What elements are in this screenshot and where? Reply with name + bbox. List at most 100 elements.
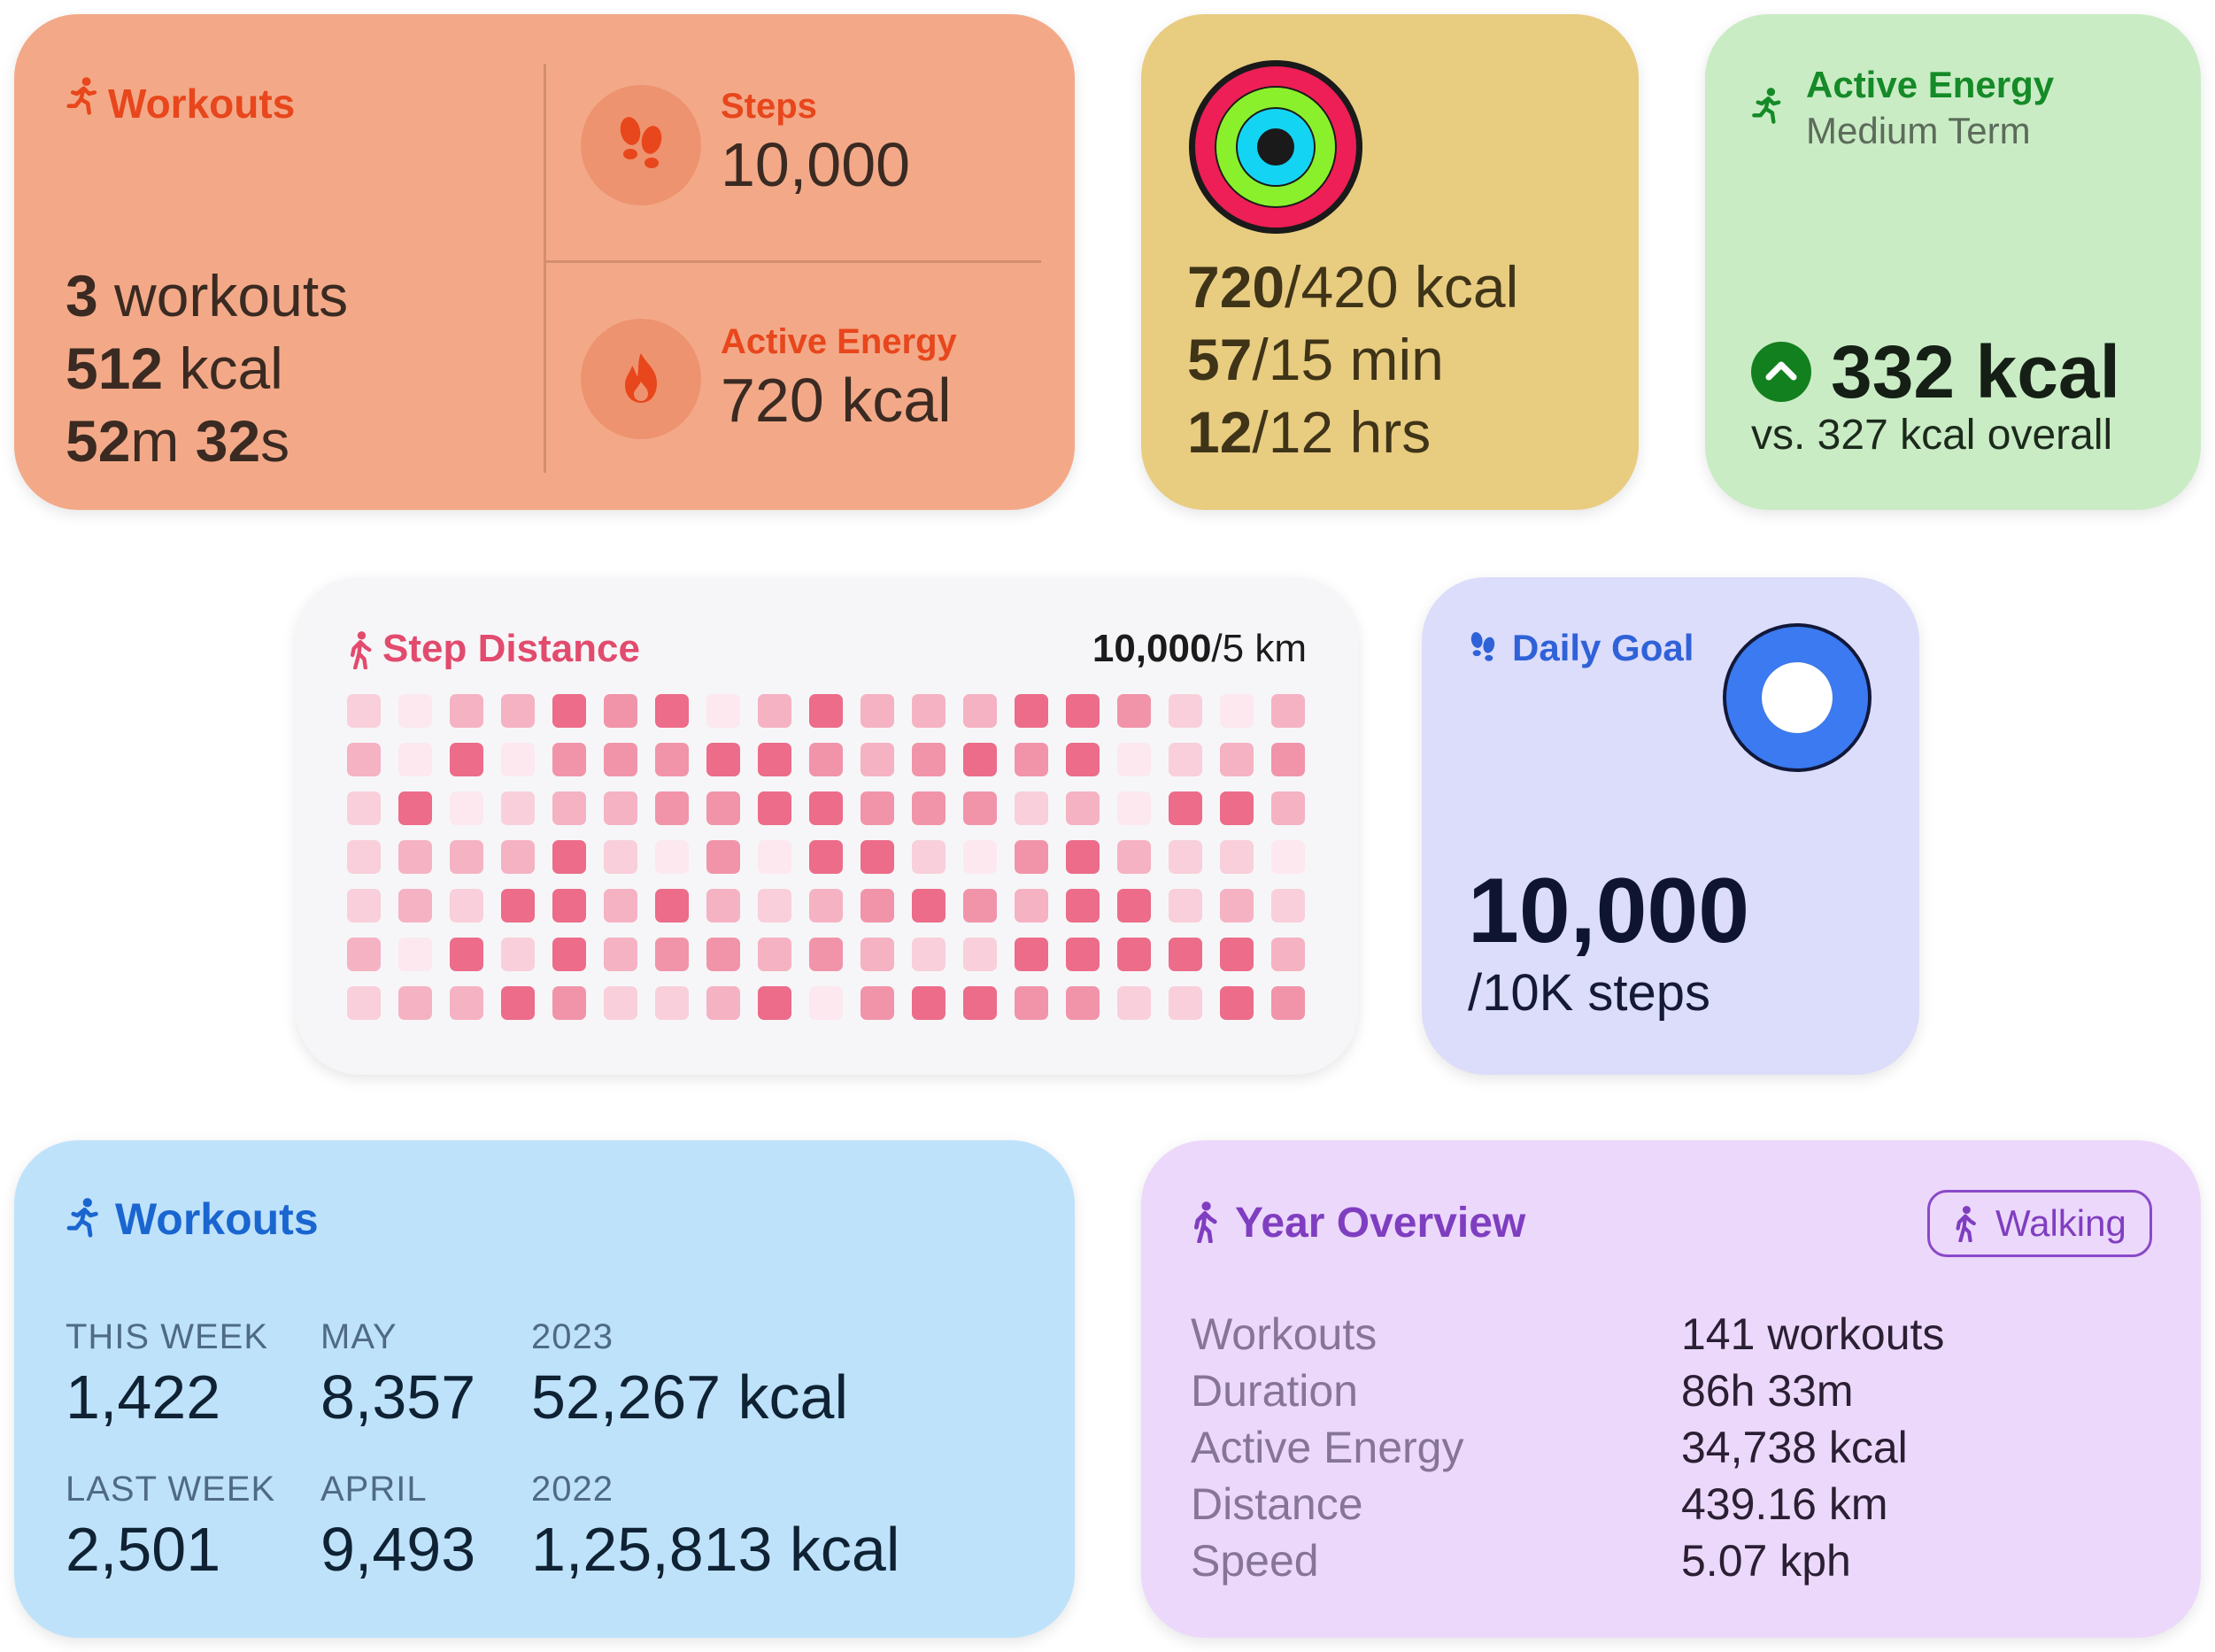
heatmap-cell	[655, 938, 689, 971]
heatmap-cell	[758, 791, 791, 825]
heatmap-cell	[347, 938, 381, 971]
heatmap-cell	[809, 986, 843, 1020]
workouts-summary-card[interactable]: Workouts 3 workouts 512 kcal 52m 32s Ste…	[14, 14, 1075, 510]
heatmap-cell	[1220, 791, 1254, 825]
period-label: THIS WEEK	[66, 1317, 269, 1356]
heatmap-cell	[1169, 938, 1202, 971]
heatmap-cell	[912, 791, 945, 825]
heatmap-cell	[809, 694, 843, 728]
running-icon	[66, 77, 97, 115]
heatmap-cell	[655, 889, 689, 922]
step-distance-card[interactable]: Step Distance 10,000/5 km	[296, 577, 1358, 1075]
heatmap-cell	[809, 889, 843, 922]
period-value: 1,25,813 kcal	[531, 1515, 900, 1584]
heatmap-cell	[758, 840, 791, 874]
overview-row-value: 5.07 kph	[1681, 1536, 1851, 1586]
period-label: 2022	[531, 1470, 614, 1509]
overview-row-label: Duration	[1191, 1366, 1358, 1416]
heatmap-cell	[501, 791, 535, 825]
step-heatmap	[347, 694, 1305, 1020]
overview-row-value: 86h 33m	[1681, 1366, 1854, 1416]
heatmap-cell	[963, 694, 997, 728]
stand-stat: 12/12 hrs	[1187, 399, 1432, 465]
heatmap-cell	[398, 840, 432, 874]
heatmap-cell	[1271, 743, 1305, 776]
heatmap-cell	[758, 694, 791, 728]
exercise-ring	[1216, 88, 1335, 206]
heatmap-cell	[1015, 889, 1048, 922]
heatmap-cell	[552, 743, 586, 776]
heatmap-cell	[501, 743, 535, 776]
heatmap-cell	[809, 743, 843, 776]
heatmap-cell	[706, 743, 740, 776]
period-value: 52,267 kcal	[531, 1363, 849, 1432]
heatmap-cell	[1271, 694, 1305, 728]
heatmap-cell	[501, 938, 535, 971]
workout-duration: 52m 32s	[66, 408, 290, 474]
heatmap-cell	[655, 986, 689, 1020]
heatmap-cell	[552, 840, 586, 874]
period-label: MAY	[320, 1317, 397, 1356]
period-label: APRIL	[320, 1470, 428, 1509]
running-icon	[66, 1198, 98, 1238]
period-value: 1,422	[66, 1363, 221, 1432]
heatmap-cell	[655, 840, 689, 874]
heatmap-cell	[347, 791, 381, 825]
heatmap-cell	[809, 840, 843, 874]
activity-filter-button[interactable]: Walking	[1927, 1190, 2152, 1257]
heatmap-cell	[604, 986, 637, 1020]
heatmap-cell	[501, 986, 535, 1020]
heatmap-cell	[347, 840, 381, 874]
heatmap-cell	[1117, 889, 1151, 922]
heatmap-cell	[758, 986, 791, 1020]
heatmap-cell	[912, 938, 945, 971]
heatmap-cell	[706, 840, 740, 874]
heatmap-cell	[1066, 986, 1100, 1020]
heatmap-cell	[398, 889, 432, 922]
heatmap-cell	[963, 938, 997, 971]
heatmap-cell	[1220, 840, 1254, 874]
heatmap-cell	[1117, 938, 1151, 971]
year-overview-card[interactable]: Year Overview Walking Workouts 141 worko…	[1141, 1140, 2201, 1638]
heatmap-cell	[1066, 889, 1100, 922]
heatmap-cell	[1117, 791, 1151, 825]
heatmap-cell	[1015, 694, 1048, 728]
card-title: Year Overview	[1235, 1200, 1526, 1247]
active-energy-trend-card[interactable]: Active Energy Medium Term 332 kcal vs. 3…	[1705, 14, 2201, 510]
overview-row-label: Workouts	[1191, 1309, 1378, 1359]
steps-icon-circle	[581, 85, 701, 205]
vertical-divider	[544, 64, 546, 473]
heatmap-cell	[604, 791, 637, 825]
heatmap-cell	[706, 791, 740, 825]
heatmap-cell	[1169, 743, 1202, 776]
daily-goal-card[interactable]: Daily Goal 10,000 /10K steps	[1422, 577, 1919, 1075]
overview-row-label: Speed	[1191, 1536, 1319, 1586]
activity-rings-card[interactable]: 720/420 kcal 57/15 min 12/12 hrs	[1141, 14, 1639, 510]
heatmap-cell	[1271, 791, 1305, 825]
goal-value: 10,000	[1468, 860, 1750, 962]
heatmap-cell	[1220, 986, 1254, 1020]
heatmap-cell	[604, 694, 637, 728]
heatmap-cell	[861, 840, 894, 874]
overview-row-value: 34,738 kcal	[1681, 1423, 1908, 1472]
workouts-periods-card[interactable]: Workouts THIS WEEK 1,422 MAY 8,357 2023 …	[14, 1140, 1075, 1638]
card-title: Daily Goal	[1512, 627, 1694, 668]
heatmap-cell	[552, 889, 586, 922]
heatmap-cell	[706, 938, 740, 971]
flame-icon	[625, 353, 657, 403]
heatmap-cell	[450, 986, 483, 1020]
period-value: 2,501	[66, 1515, 221, 1584]
heatmap-cell	[1117, 694, 1151, 728]
heatmap-cell	[398, 938, 432, 971]
goal-progress-ring	[1723, 623, 1872, 772]
move-ring	[1195, 66, 1356, 228]
heatmap-cell	[758, 938, 791, 971]
heatmap-cell	[398, 694, 432, 728]
heatmap-cell	[604, 840, 637, 874]
energy-comparison: vs. 327 kcal overall	[1751, 412, 2113, 459]
walking-icon	[1956, 1206, 1976, 1242]
heatmap-cell	[1015, 743, 1048, 776]
heatmap-cell	[1169, 791, 1202, 825]
heatmap-cell	[450, 743, 483, 776]
goal-subtitle: /10K steps	[1468, 964, 1711, 1022]
